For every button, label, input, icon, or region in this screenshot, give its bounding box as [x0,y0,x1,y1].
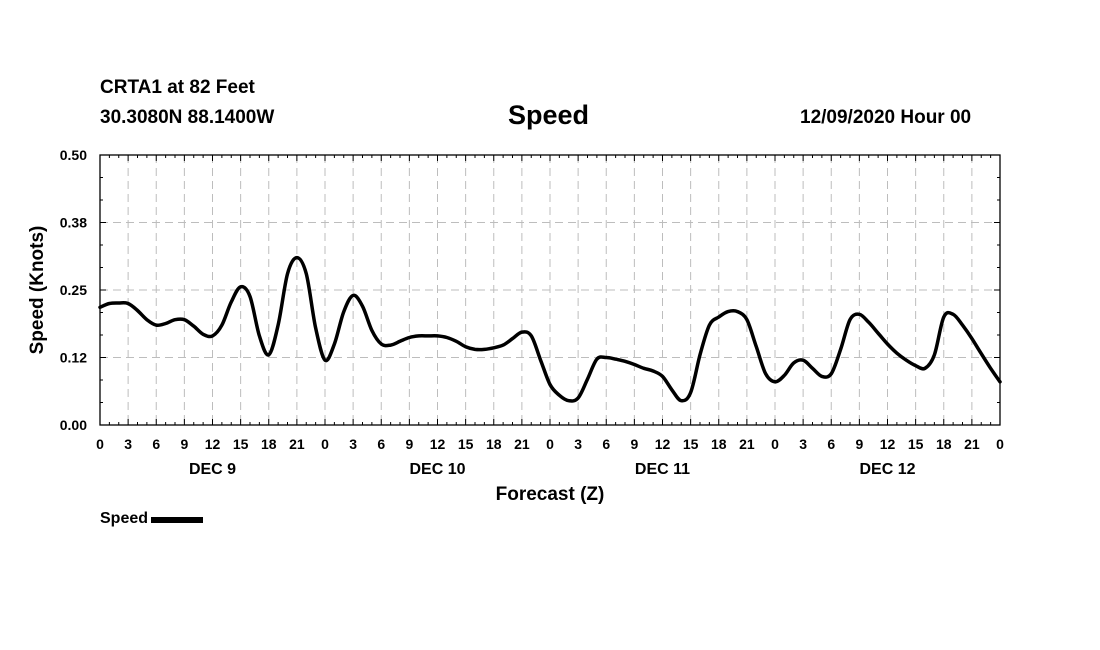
coordinates-label: 30.3080N 88.1400W [100,107,275,128]
x-tick-label: 18 [711,436,727,452]
day-label: DEC 12 [859,461,915,478]
x-tick-label: 12 [205,436,221,452]
day-label: DEC 10 [409,461,465,478]
grid [100,155,1000,425]
y-tick-label: 0.25 [60,282,87,298]
x-tick-label: 9 [630,436,638,452]
station-label: CRTA1 at 82 Feet [100,77,255,98]
x-tick-label: 0 [771,436,779,452]
y-tick-label: 0.38 [60,215,87,231]
x-tick-label: 9 [405,436,413,452]
x-tick-label: 6 [827,436,835,452]
day-label: DEC 11 [635,461,690,478]
x-tick-label: 6 [602,436,610,452]
x-tick-label: 21 [964,436,980,452]
y-axis-title: Speed (Knots) [27,226,48,355]
series-line-speed [98,255,1002,403]
x-tick-label: 15 [908,436,924,452]
legend-swatch [151,517,204,523]
x-tick-label: 3 [124,436,132,452]
x-tick-label: 0 [546,436,554,452]
y-tick-label: 0.50 [60,147,87,163]
chart-title: Speed [508,100,590,130]
x-tick-label: 15 [233,436,249,452]
x-tick-label: 12 [880,436,896,452]
day-label: DEC 9 [189,461,236,478]
x-tick-label: 0 [321,436,329,452]
x-tick-label: 18 [936,436,952,452]
x-tick-label: 0 [996,436,1004,452]
issued-datetime: 12/09/2020 Hour 00 [800,107,972,128]
x-tick-label: 6 [152,436,160,452]
y-tick-label: 0.00 [60,417,87,433]
x-tick-label: 12 [655,436,671,452]
x-tick-label: 12 [430,436,446,452]
x-tick-label: 3 [799,436,807,452]
x-tick-label: 6 [377,436,385,452]
x-tick-label: 9 [180,436,188,452]
x-tick-label: 0 [96,436,104,452]
x-tick-label: 21 [289,436,305,452]
y-tick-label: 0.12 [60,350,87,366]
legend-label: Speed [100,510,149,527]
x-tick-label: 3 [349,436,357,452]
x-tick-label: 9 [855,436,863,452]
x-axis-title: Forecast (Z) [496,484,605,505]
x-tick-label: 21 [739,436,755,452]
x-tick-label: 18 [486,436,502,452]
x-tick-label: 3 [574,436,582,452]
x-tick-label: 18 [261,436,277,452]
axis-labels: 0.00 0.12 0.25 0.38 0.50 0 3 6 9 12 15 18 21 0 3 6 9 12 15… [60,147,1004,478]
x-tick-label: 21 [514,436,530,452]
x-tick-label: 15 [458,436,474,452]
legend: Speed [100,510,204,528]
x-tick-label: 15 [683,436,699,452]
axis-ticks [99,154,1001,426]
